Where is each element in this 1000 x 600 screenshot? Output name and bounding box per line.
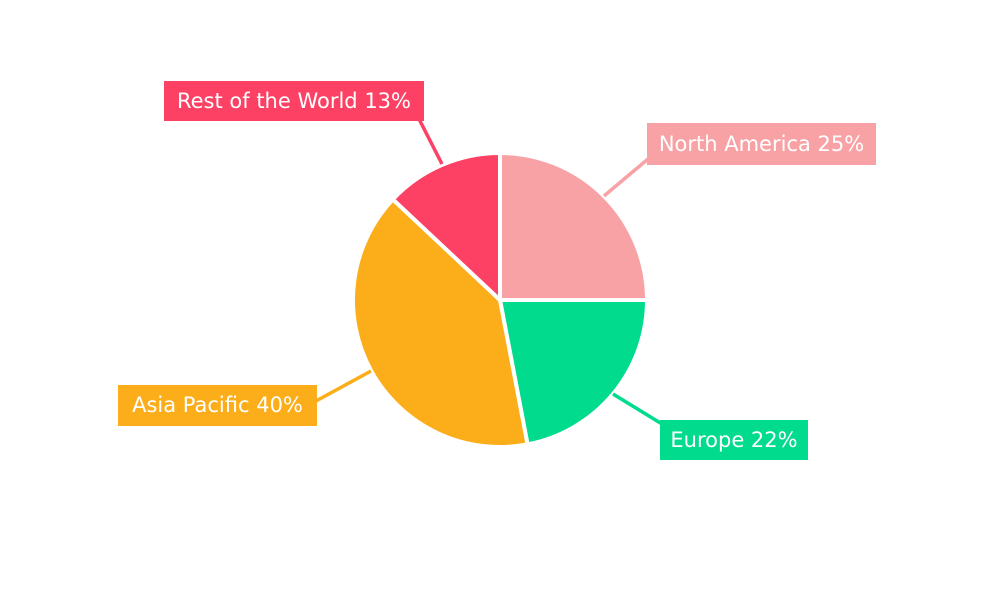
slice-label-north-america: North America 25% — [647, 123, 876, 165]
pie-slice-north-america[interactable] — [498, 151, 649, 302]
leader-line-rest-of-the-world — [417, 118, 444, 165]
pie-slice-asia-pacific[interactable] — [350, 197, 530, 449]
pie-slice-rest-of-the-world[interactable] — [390, 151, 502, 302]
slice-label-rest-of-the-world: Rest of the World 13% — [164, 81, 424, 121]
leader-line-europe — [612, 392, 663, 426]
slice-label-europe: Europe 22% — [660, 420, 808, 460]
leader-line-north-america — [602, 157, 650, 198]
leader-line-asia-pacific — [315, 369, 372, 403]
slice-label-asia-pacific: Asia Pacific 40% — [118, 385, 317, 426]
pie-slice-europe[interactable] — [498, 298, 649, 447]
